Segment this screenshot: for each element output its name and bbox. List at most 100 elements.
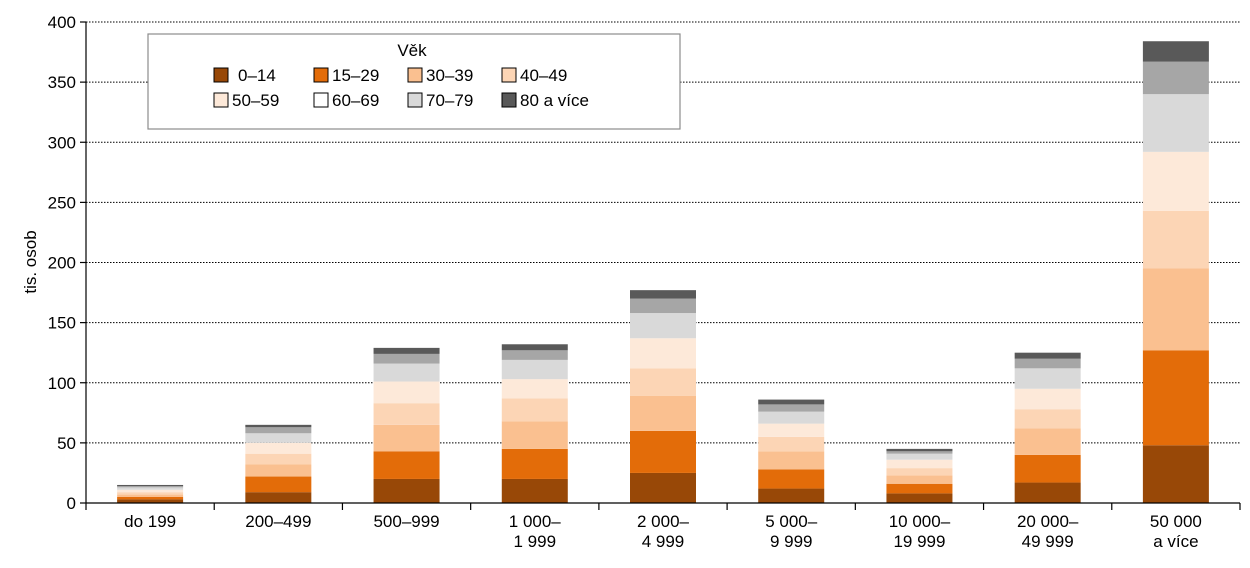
bar-segment: [117, 492, 184, 495]
bar-segment: [758, 469, 825, 489]
bar-segment: [501, 398, 568, 422]
bar-segment: [501, 344, 568, 351]
bar-segment: [758, 411, 825, 424]
bar-segment: [758, 451, 825, 470]
bar-segment: [117, 484, 184, 487]
bar-segment: [630, 430, 696, 473]
bar-segment: [501, 350, 568, 360]
legend-title: Věk: [397, 41, 427, 60]
bar-segment: [1014, 368, 1081, 389]
bar-segment: [501, 421, 568, 449]
bar-segment: [245, 476, 312, 493]
bar-segment: [373, 451, 440, 479]
bar-segment: [117, 487, 184, 490]
legend: Věk 0–14 15–29 30–39 40–49 50–59 60–69 70–79 80…: [147, 33, 681, 130]
x-tick-label: 200–499: [245, 512, 311, 531]
bar-segment: [501, 478, 568, 503]
bar-segment: [886, 493, 953, 503]
bar-segment: [630, 338, 696, 369]
bar-segment: [630, 472, 696, 503]
bar-segment: [373, 381, 440, 404]
bar-segment: [373, 347, 440, 354]
bar-segment: [886, 448, 953, 452]
bar-segment: [758, 404, 825, 412]
x-tick-label: 4 999: [642, 532, 685, 551]
bar-segment: [630, 290, 696, 299]
bar-segment: [1014, 358, 1081, 369]
x-tick-label: 49 999: [1022, 532, 1074, 551]
bar-segment: [373, 403, 440, 425]
bar-segment: [886, 453, 953, 460]
bar-segment: [1014, 482, 1081, 503]
bar-segment: [630, 395, 696, 431]
legend-label: 70–79: [426, 91, 473, 110]
bar-segment: [1142, 210, 1209, 269]
bar-segment: [1014, 454, 1081, 483]
y-tick-label: 0: [67, 494, 76, 513]
legend-swatch: [407, 67, 423, 83]
y-tick-label: 100: [48, 374, 76, 393]
y-tick-label: 400: [48, 13, 76, 32]
x-tick-label: 5 000–: [765, 512, 818, 531]
bar-segment: [630, 368, 696, 396]
bar-segment: [758, 436, 825, 452]
bar-segment: [501, 448, 568, 479]
bar-segment: [245, 427, 312, 434]
x-tick-label: 20 000–: [1017, 512, 1079, 531]
bar-segment: [1014, 352, 1081, 359]
bar-segment: [501, 359, 568, 380]
bar-segment: [886, 475, 953, 484]
legend-label: 0–14: [238, 66, 276, 85]
x-tick-label: 2 000–: [637, 512, 690, 531]
legend-label: 60–69: [332, 91, 379, 110]
legend-label: 40–49: [520, 66, 567, 85]
y-tick-label: 250: [48, 193, 76, 212]
x-tick-label: 19 999: [893, 532, 945, 551]
bar-segment: [501, 379, 568, 399]
legend-swatch: [313, 67, 329, 83]
x-tick-label: 9 999: [770, 532, 813, 551]
bar-segment: [1014, 388, 1081, 410]
x-tick-label: 50 000: [1150, 512, 1202, 531]
legend-swatch: [213, 92, 229, 108]
bar-segment: [245, 424, 312, 428]
bar-segment: [886, 483, 953, 494]
legend-label: 80 a více: [520, 91, 589, 110]
y-tick-label: 300: [48, 133, 76, 152]
x-tick-label: 1 999: [514, 532, 557, 551]
legend-swatch: [213, 67, 229, 83]
x-tick-label: 1 000–: [509, 512, 562, 531]
bar-series: [117, 41, 1209, 503]
bar-segment: [117, 489, 184, 493]
bar-segment: [245, 442, 312, 454]
bar-segment: [117, 486, 184, 488]
y-tick-label: 150: [48, 314, 76, 333]
x-tick-labels: do 199 200–499 500–999 1 000–1 999 2 000–4 9…: [124, 512, 1202, 551]
bar-segment: [117, 494, 184, 497]
bar-segment: [1142, 94, 1209, 152]
bar-segment: [1142, 61, 1209, 95]
bar-segment: [1142, 350, 1209, 446]
bar-segment: [245, 453, 312, 465]
legend-label: 15–29: [332, 66, 379, 85]
y-tick-label: 200: [48, 254, 76, 273]
y-tick-labels: 0 50 100 150 200 250 300 350 400: [48, 13, 76, 513]
legend-swatch: [501, 92, 517, 108]
bar-segment: [758, 423, 825, 437]
y-axis-label: tis. osob: [21, 230, 40, 293]
y-tick-label: 50: [57, 434, 76, 453]
bar-segment: [373, 424, 440, 452]
bar-segment: [1142, 445, 1209, 503]
bar-segment: [245, 433, 312, 443]
bar-segment: [1014, 409, 1081, 429]
bar-segment: [373, 353, 440, 364]
legend-swatch: [501, 67, 517, 83]
legend-label: 50–59: [232, 91, 279, 110]
bar-segment: [886, 459, 953, 469]
bar-segment: [886, 468, 953, 476]
bar-segment: [1142, 268, 1209, 351]
bar-segment: [1014, 428, 1081, 455]
legend-swatch: [313, 92, 329, 108]
y-tick-label: 350: [48, 73, 76, 92]
